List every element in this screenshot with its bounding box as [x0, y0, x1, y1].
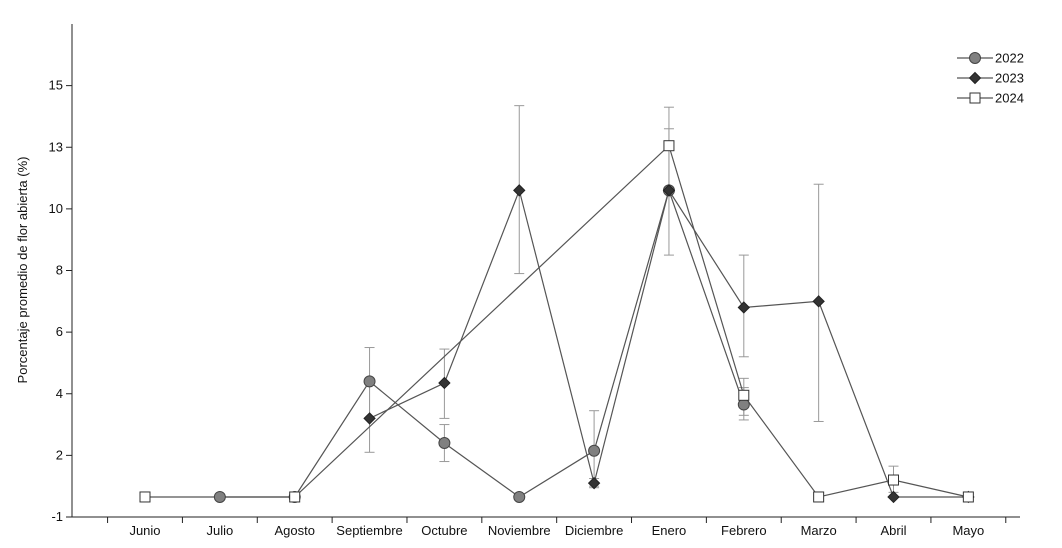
legend-marker-2023	[968, 71, 982, 85]
y-tick-label: 2	[56, 447, 63, 462]
x-tick-label: Diciembre	[565, 523, 624, 538]
legend-marker-2024	[969, 92, 981, 104]
y-tick-label: 4	[56, 386, 63, 401]
legend-marker-2022	[969, 52, 981, 64]
x-tick-label: Octubre	[421, 523, 467, 538]
x-tick-label: Enero	[652, 523, 687, 538]
x-ticks: Junio Julio Agosto Septiembre Octubre Noviemb…	[107, 517, 1007, 538]
x-tick-label: Febrero	[721, 523, 767, 538]
y-axis-title: Porcentaje promedio de flor abierta (%)	[15, 157, 30, 384]
data-point-2023	[438, 376, 451, 390]
data-point-2023	[513, 184, 526, 197]
y-tick-label: 10	[49, 201, 63, 216]
data-point-2024	[663, 140, 675, 152]
x-tick-label: Marzo	[801, 523, 837, 538]
data-point-2023	[587, 476, 601, 490]
legend-label-2023: 2023	[995, 71, 1024, 86]
y-tick-label: 15	[49, 78, 63, 93]
data-point-2024	[139, 491, 151, 503]
data-point-2023	[887, 490, 900, 504]
data-point-2023	[812, 295, 825, 308]
x-tick-label: Julio	[206, 523, 233, 538]
x-tick-label: Noviembre	[488, 523, 551, 538]
data-point-2022	[363, 375, 376, 388]
series-line-2022	[219, 188, 745, 498]
x-tick-label: Agosto	[274, 523, 314, 538]
data-point-2024	[289, 491, 301, 503]
data-point-2024	[738, 389, 750, 401]
series-line-2024	[145, 144, 969, 498]
data-point-2024	[813, 491, 825, 503]
axes	[71, 24, 1020, 518]
data-point-2024	[962, 491, 974, 503]
x-tick-label: Junio	[129, 523, 160, 538]
data-point-2024	[888, 474, 899, 486]
y-tick-label: 13	[49, 139, 63, 154]
data-point-2022	[213, 490, 226, 503]
data-point-2022	[588, 444, 601, 457]
data-point-2022	[513, 490, 526, 503]
y-tick-label: -1	[51, 509, 63, 524]
data-point-2023	[363, 412, 376, 425]
x-tick-label: Mayo	[952, 523, 984, 538]
legend-label-2024: 2024	[995, 91, 1024, 106]
data-point-2023	[662, 184, 676, 197]
x-tick-label: Abril	[880, 523, 906, 538]
y-ticks: -1 2 4 6 8 10 13 15	[49, 78, 72, 524]
y-tick-label: 8	[56, 263, 63, 278]
series-markers	[139, 140, 975, 504]
data-point-2022	[438, 437, 451, 450]
series-lines	[145, 144, 969, 498]
x-tick-label: Septiembre	[336, 523, 402, 538]
legend-label-2022: 2022	[995, 51, 1024, 66]
y-tick-label: 6	[56, 324, 63, 339]
data-point-2023	[737, 301, 751, 314]
legend: 2022 2023 2024	[957, 51, 1024, 106]
